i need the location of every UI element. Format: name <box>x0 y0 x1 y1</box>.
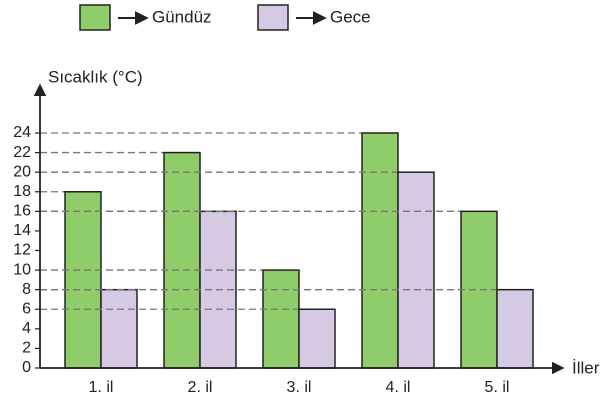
x-tick-label: 1. il <box>89 379 114 396</box>
y-tick-label: 10 <box>13 261 31 278</box>
bar <box>64 191 102 369</box>
y-tick-label: 20 <box>13 163 31 180</box>
y-tick-label: 22 <box>13 144 31 161</box>
y-tick-label: 18 <box>13 183 31 200</box>
y-tick-label: 6 <box>22 300 31 317</box>
legend-label: Gündüz <box>152 7 212 26</box>
bar <box>262 269 300 369</box>
y-tick-label: 12 <box>13 242 31 259</box>
bar <box>100 288 138 369</box>
x-tick-label: 3. il <box>287 379 312 396</box>
y-tick-label: 24 <box>13 124 31 141</box>
legend-swatch <box>257 4 289 31</box>
y-tick-label: 14 <box>13 222 31 239</box>
x-tick-label: 5. il <box>485 379 510 396</box>
x-tick-label: 2. il <box>188 379 213 396</box>
legend-label: Gece <box>330 7 371 26</box>
y-tick-label: 2 <box>22 340 31 357</box>
x-axis-label: İller <box>572 358 600 377</box>
bar <box>163 151 201 369</box>
bar <box>361 132 399 369</box>
y-tick-label: 16 <box>13 203 31 220</box>
bar <box>298 308 336 369</box>
bar <box>496 288 534 369</box>
bar <box>397 171 435 369</box>
legend-swatch <box>79 4 111 31</box>
x-tick-label: 4. il <box>386 379 411 396</box>
y-tick-label: 4 <box>22 320 31 337</box>
y-tick-label: 0 <box>22 359 31 376</box>
y-tick-label: 8 <box>22 281 31 298</box>
y-axis-label: Sıcaklık (°C) <box>48 67 143 86</box>
